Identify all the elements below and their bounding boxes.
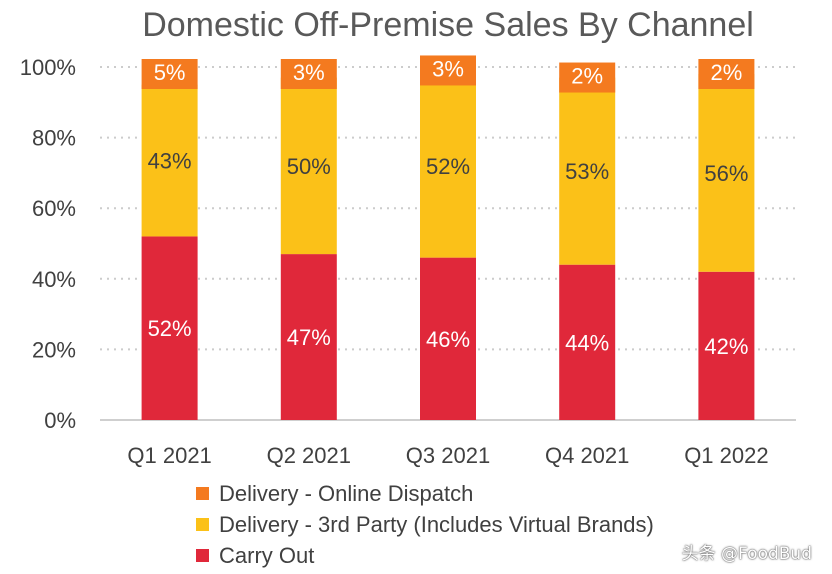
- y-tick-label: 40%: [32, 267, 76, 292]
- data-label: 2%: [711, 60, 743, 85]
- legend-item-3rd-party: Delivery - 3rd Party (Includes Virtual B…: [196, 509, 654, 540]
- data-label: 52%: [426, 154, 470, 179]
- legend-label: Delivery - Online Dispatch: [219, 480, 474, 506]
- data-label: 56%: [704, 161, 748, 186]
- data-label: 43%: [148, 149, 192, 174]
- legend-swatch: [196, 518, 209, 531]
- bar-carry-out: [698, 271, 755, 420]
- data-label: 3%: [432, 56, 464, 81]
- legend-item-carry-out: Carry Out: [196, 540, 654, 571]
- y-tick-label: 80%: [32, 126, 76, 151]
- legend-swatch: [196, 549, 209, 562]
- data-label: 50%: [287, 154, 331, 179]
- bar-third-party: [420, 74, 476, 258]
- bars: 52% 43% 5% 47% 50% 3% 46% 52% 3% 44% 53% 2% 42% 56% 2%: [141, 55, 755, 420]
- bar-carry-out: [280, 254, 337, 420]
- bar-carry-out: [559, 264, 616, 420]
- y-tick-label: 0%: [44, 408, 76, 433]
- data-label: 5%: [154, 60, 186, 85]
- x-tick-label: Q1 2021: [127, 443, 211, 468]
- x-tick-label: Q1 2022: [684, 443, 768, 468]
- bar-online-dispatch: [698, 59, 755, 89]
- legend-swatch: [196, 487, 209, 500]
- bar-third-party: [559, 77, 616, 265]
- legend-label: Delivery - 3rd Party (Includes Virtual B…: [219, 511, 654, 537]
- bar-online-dispatch: [280, 59, 337, 89]
- legend-label: Carry Out: [219, 542, 315, 568]
- bar-third-party: [698, 74, 755, 272]
- x-tick-label: Q3 2021: [406, 443, 490, 468]
- chart-title: Domestic Off-Premise Sales By Channel: [142, 6, 754, 44]
- data-label: 3%: [293, 60, 325, 85]
- bar-carry-out: [141, 236, 198, 420]
- bar-online-dispatch: [420, 55, 476, 86]
- data-label: 47%: [287, 325, 331, 350]
- data-label: 2%: [571, 64, 603, 89]
- y-tick-label: 100%: [20, 55, 76, 80]
- bar-carry-out: [420, 257, 476, 420]
- legend: Delivery - Online Dispatch Delivery - 3r…: [196, 478, 654, 571]
- x-axis: Q1 2021 Q2 2021 Q3 2021 Q4 2021 Q1 2022: [127, 443, 768, 468]
- watermark: 头条 @FoodBud: [681, 544, 812, 564]
- data-label: 53%: [565, 159, 609, 184]
- bar-online-dispatch: [141, 59, 198, 89]
- data-label: 46%: [426, 327, 470, 352]
- y-tick-label: 20%: [32, 337, 76, 362]
- data-label: 42%: [704, 334, 748, 359]
- legend-item-online-dispatch: Delivery - Online Dispatch: [196, 478, 654, 509]
- bar-online-dispatch: [559, 62, 616, 93]
- x-tick-label: Q2 2021: [267, 443, 351, 468]
- bar-third-party: [141, 84, 198, 237]
- x-tick-label: Q4 2021: [545, 443, 629, 468]
- y-axis: 0% 20% 40% 60% 80% 100%: [20, 55, 76, 433]
- data-label: 44%: [565, 330, 609, 355]
- data-label: 52%: [148, 316, 192, 341]
- y-tick-label: 60%: [32, 196, 76, 221]
- bar-third-party: [280, 77, 337, 255]
